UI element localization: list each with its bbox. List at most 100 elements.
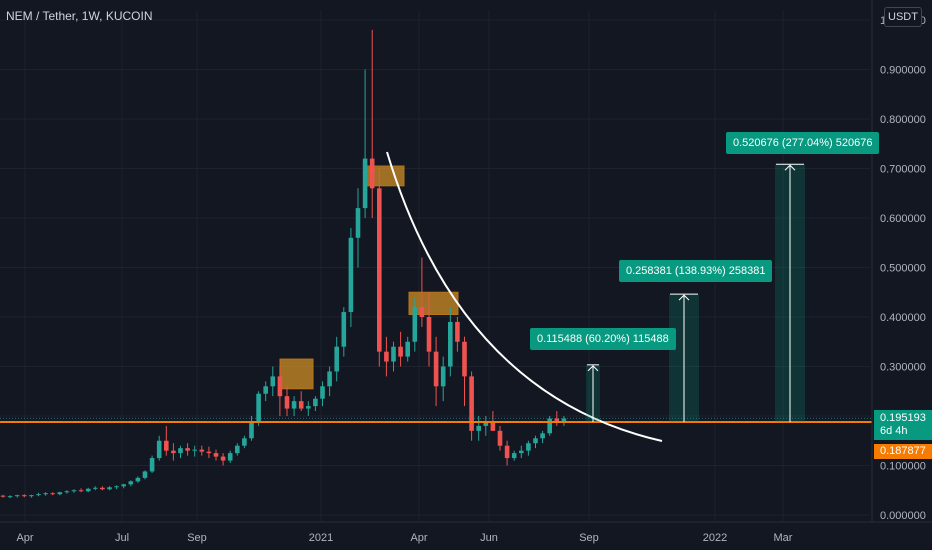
candle — [412, 297, 418, 352]
candle-body — [490, 420, 496, 431]
candle-body — [100, 487, 105, 490]
candle — [355, 188, 361, 268]
candle-body — [0, 495, 6, 497]
candle — [469, 371, 474, 441]
candle-body — [14, 495, 20, 497]
candle-body — [50, 493, 55, 495]
candle — [14, 494, 20, 498]
candle — [313, 396, 318, 412]
grid-lines — [0, 10, 870, 522]
candle — [291, 396, 297, 416]
candle — [511, 450, 517, 461]
candle — [426, 292, 432, 367]
candle-body — [419, 307, 425, 317]
candle-body — [128, 481, 134, 485]
candle — [455, 317, 460, 352]
candle — [362, 69, 368, 218]
candle-body — [270, 376, 276, 387]
y-tick-label: 0.500000 — [880, 263, 926, 275]
target-measure — [669, 293, 699, 423]
candle — [391, 341, 396, 372]
target-arrow-head — [678, 294, 690, 301]
candle-body — [504, 445, 510, 459]
x-tick-label: Mar — [774, 532, 793, 544]
currency-button[interactable]: USDT — [884, 7, 922, 27]
candle — [526, 440, 531, 456]
candle — [377, 168, 382, 367]
candle-body — [114, 486, 119, 488]
x-tick-label: 2022 — [703, 532, 727, 544]
candle — [540, 430, 545, 444]
candle-body — [85, 488, 91, 492]
chart-title: NEM / Tether, 1W, KUCOIN — [6, 9, 153, 23]
candle-body — [78, 490, 84, 492]
candle — [50, 492, 55, 496]
y-tick-label: 0.800000 — [880, 114, 926, 126]
candle — [462, 336, 467, 407]
candle — [121, 483, 126, 489]
candle-body — [185, 448, 190, 451]
candle-body — [142, 471, 148, 478]
candle — [93, 486, 98, 491]
candle-body — [327, 371, 332, 387]
candle-body — [213, 453, 219, 457]
candle-body — [178, 448, 183, 454]
candle — [263, 381, 268, 402]
candle-body — [107, 487, 112, 490]
trend-curve — [386, 151, 663, 442]
candle-body — [284, 396, 290, 409]
candle — [29, 494, 34, 498]
x-tick-label: Jun — [480, 532, 498, 544]
candle — [519, 445, 524, 459]
candle-body — [554, 418, 560, 421]
candle — [128, 480, 134, 487]
candle-body — [306, 406, 311, 409]
candle — [156, 435, 162, 461]
target-measure — [775, 163, 805, 423]
x-tick-label: Sep — [579, 532, 599, 544]
candle — [341, 307, 347, 357]
candle — [306, 401, 311, 416]
candle-body — [398, 346, 403, 357]
candle — [554, 411, 560, 426]
candle — [533, 435, 538, 449]
zones — [279, 165, 459, 390]
candle — [497, 425, 503, 451]
candle — [114, 485, 119, 490]
candle-body — [391, 346, 396, 362]
countdown-label: 6d 4h — [880, 425, 908, 437]
candle — [547, 416, 552, 436]
y-tick-label: 0.400000 — [880, 312, 926, 324]
candle — [192, 445, 197, 457]
x-tick-label: 2021 — [309, 532, 333, 544]
y-tick-label: 0.100000 — [880, 461, 926, 473]
candle — [36, 492, 41, 497]
candle-body — [440, 366, 446, 387]
candle — [249, 416, 254, 441]
candle — [57, 491, 63, 496]
candle-body — [121, 484, 126, 487]
candle-body — [135, 477, 141, 482]
y-tick-label: 0.600000 — [880, 213, 926, 225]
candle — [476, 416, 481, 441]
candle-body — [348, 237, 354, 313]
candle — [327, 366, 332, 397]
candle-body — [291, 401, 297, 409]
candle-body — [341, 312, 347, 347]
candle — [277, 366, 283, 416]
target-label-2: 0.258381 (138.93%) 258381 — [619, 260, 773, 282]
candle — [64, 490, 70, 494]
candle — [85, 487, 91, 493]
candle-body — [199, 449, 205, 452]
candle-body — [533, 438, 538, 444]
y-tick-label: 0.900000 — [880, 65, 926, 77]
candle-body — [263, 386, 268, 394]
x-tick-label: Apr — [410, 532, 427, 544]
candle-body — [22, 495, 27, 497]
candles — [0, 29, 567, 499]
candle — [213, 449, 219, 461]
candle-body — [164, 440, 169, 451]
candle — [7, 495, 13, 499]
